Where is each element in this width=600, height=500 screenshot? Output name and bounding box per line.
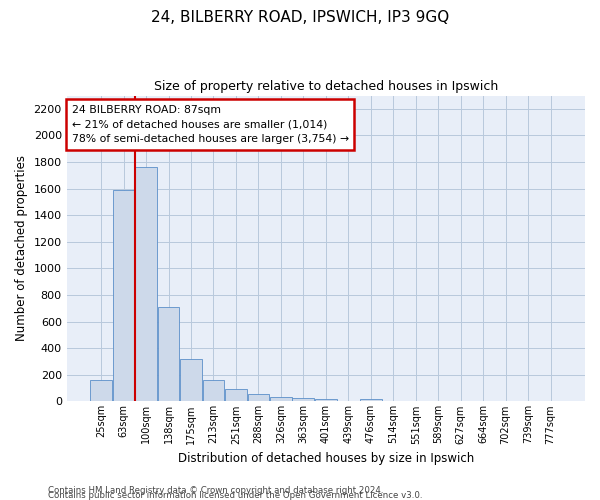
- Bar: [180, 359, 202, 402]
- Bar: [292, 398, 314, 402]
- Text: 24, BILBERRY ROAD, IPSWICH, IP3 9GQ: 24, BILBERRY ROAD, IPSWICH, IP3 9GQ: [151, 10, 449, 25]
- Title: Size of property relative to detached houses in Ipswich: Size of property relative to detached ho…: [154, 80, 498, 93]
- Text: 24 BILBERRY ROAD: 87sqm
← 21% of detached houses are smaller (1,014)
78% of semi: 24 BILBERRY ROAD: 87sqm ← 21% of detache…: [72, 104, 349, 144]
- Bar: [270, 396, 292, 402]
- Bar: [90, 380, 112, 402]
- Text: Contains public sector information licensed under the Open Government Licence v3: Contains public sector information licen…: [48, 491, 422, 500]
- Bar: [225, 390, 247, 402]
- Text: Contains HM Land Registry data © Crown copyright and database right 2024.: Contains HM Land Registry data © Crown c…: [48, 486, 383, 495]
- Bar: [158, 307, 179, 402]
- Bar: [203, 380, 224, 402]
- Y-axis label: Number of detached properties: Number of detached properties: [15, 156, 28, 342]
- Bar: [315, 398, 337, 402]
- Bar: [248, 394, 269, 402]
- X-axis label: Distribution of detached houses by size in Ipswich: Distribution of detached houses by size …: [178, 452, 474, 465]
- Bar: [135, 168, 157, 402]
- Bar: [113, 190, 134, 402]
- Bar: [360, 398, 382, 402]
